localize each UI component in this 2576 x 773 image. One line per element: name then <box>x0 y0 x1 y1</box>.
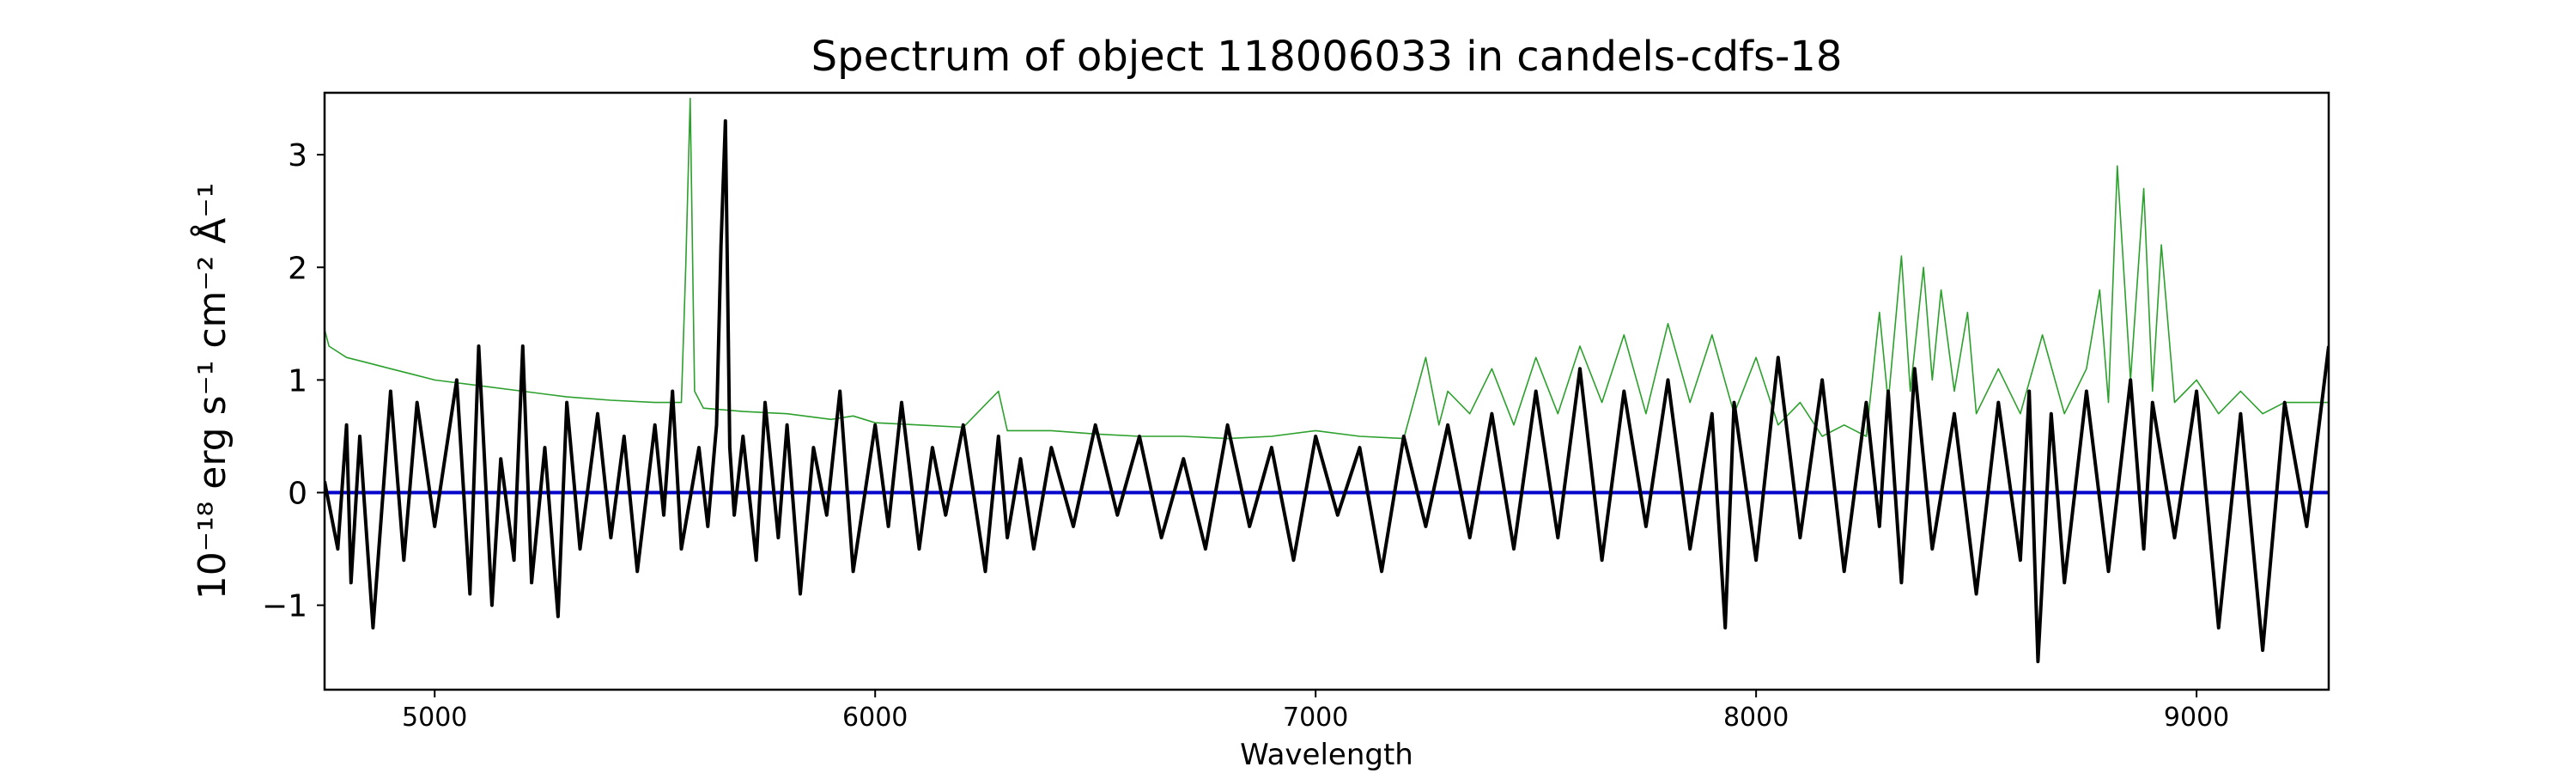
y-tick-label: 0 <box>288 477 307 512</box>
y-tick-label: 3 <box>288 138 307 173</box>
error-series-line <box>325 97 2329 440</box>
chart-title: Spectrum of object 118006033 in candels-… <box>811 33 1843 81</box>
flux-series-line <box>325 119 2329 664</box>
x-axis-label: Wavelength <box>1240 738 1413 772</box>
y-axis-label: 10⁻¹⁸ erg s⁻¹ cm⁻² Å⁻¹ <box>189 183 234 600</box>
series-layer <box>325 97 2329 664</box>
x-tick-label: 7000 <box>1283 703 1348 733</box>
x-tick-label: 5000 <box>402 703 467 733</box>
y-tick-label: 2 <box>288 251 307 286</box>
y-axis: −1 0 1 2 3 <box>262 138 325 624</box>
plot-frame <box>323 91 2330 691</box>
x-tick-label: 6000 <box>842 703 908 733</box>
x-axis: 5000 6000 7000 8000 9000 <box>402 690 2229 733</box>
x-tick-label: 8000 <box>1723 703 1789 733</box>
x-tick-label: 9000 <box>2164 703 2229 733</box>
y-tick-label: −1 <box>262 589 307 624</box>
y-tick-label: 1 <box>288 363 307 399</box>
